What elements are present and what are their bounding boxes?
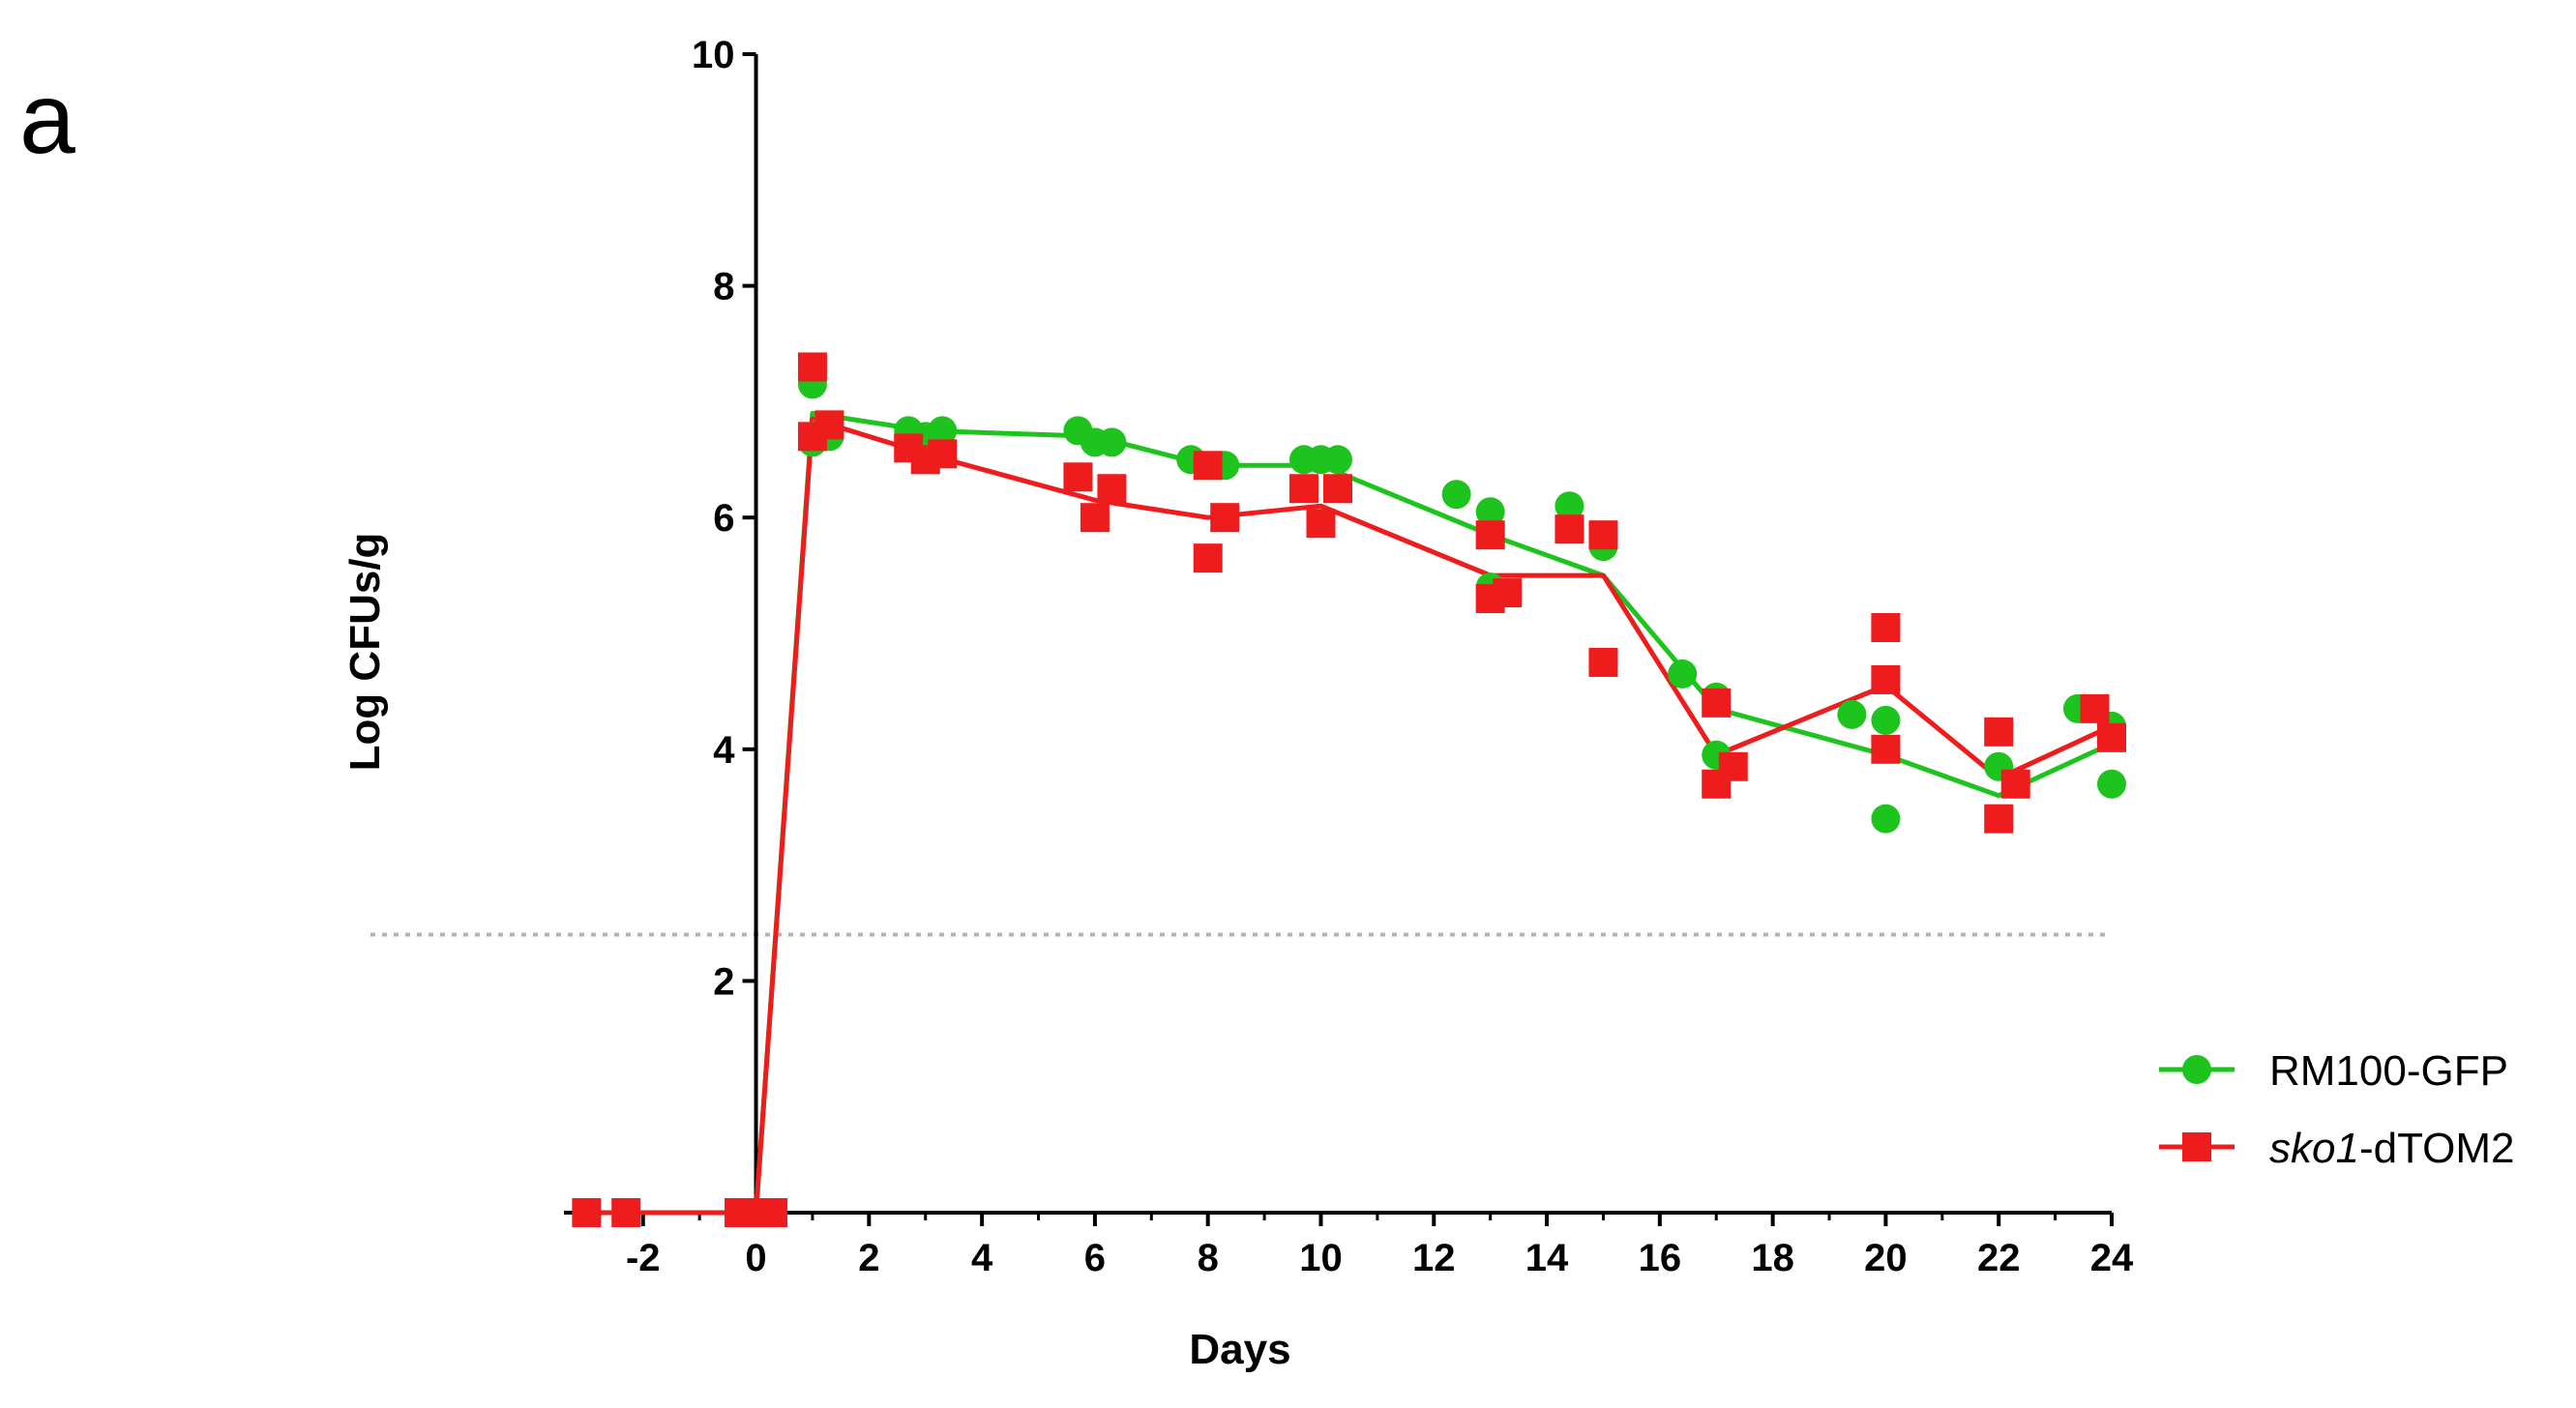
point-sko1 — [1718, 751, 1748, 781]
x-tick-label: 18 — [1751, 1237, 1794, 1279]
x-tick-label: 24 — [2090, 1237, 2134, 1279]
point-sko1 — [2097, 722, 2126, 752]
y-tick-label: 2 — [713, 960, 734, 1003]
legend-marker-rm100 — [2182, 1055, 2211, 1084]
point-sko1 — [1475, 520, 1505, 550]
point-sko1 — [1588, 647, 1618, 677]
point-sko1 — [611, 1198, 641, 1227]
point-sko1 — [1080, 503, 1110, 533]
x-tick-label: 14 — [1525, 1237, 1569, 1279]
x-axis-label: Days — [1189, 1326, 1290, 1373]
point-sko1 — [1871, 734, 1901, 764]
x-tick-label: 22 — [1977, 1237, 2021, 1279]
point-sko1 — [1702, 688, 1732, 718]
legend-label-rm100: RM100-GFP — [2269, 1047, 2508, 1095]
point-sko1 — [1288, 474, 1318, 504]
point-sko1 — [1063, 462, 1093, 492]
legend-item-sko1: sko1-dTOM2 — [2159, 1125, 2515, 1172]
point-sko1 — [1097, 474, 1127, 504]
point-rm100 — [1837, 699, 1867, 729]
point-rm100 — [1097, 427, 1127, 457]
point-sko1 — [1871, 664, 1901, 694]
panel-label: a — [19, 63, 75, 175]
legend-label-rm100-name: RM100-GFP — [2269, 1047, 2508, 1095]
point-rm100 — [2097, 769, 2126, 799]
legend-item-rm100: RM100-GFP — [2159, 1047, 2508, 1095]
x-tick-label: 10 — [1299, 1237, 1343, 1279]
point-rm100 — [1441, 480, 1471, 510]
x-tick-label: 12 — [1412, 1237, 1456, 1279]
point-rm100 — [1871, 804, 1901, 834]
point-sko1 — [1588, 520, 1618, 550]
point-sko1 — [797, 352, 827, 382]
legend: RM100-GFP sko1-dTOM2 — [2159, 1047, 2515, 1172]
x-tick-label: 6 — [1084, 1237, 1106, 1279]
x-tick-label: 2 — [858, 1237, 879, 1279]
point-sko1 — [1193, 543, 1223, 573]
point-sko1 — [1210, 503, 1240, 533]
point-sko1 — [1323, 474, 1352, 504]
x-tick-label: 20 — [1864, 1237, 1908, 1279]
point-rm100 — [1668, 659, 1698, 689]
legend-marker-sko1 — [2182, 1132, 2211, 1161]
point-sko1 — [1554, 514, 1584, 544]
point-sko1 — [928, 439, 958, 469]
legend-label-sko1: sko1-dTOM2 — [2269, 1125, 2515, 1172]
point-sko1 — [1306, 509, 1336, 539]
point-sko1 — [1984, 717, 2014, 747]
point-rm100 — [928, 416, 958, 446]
point-rm100 — [1323, 445, 1352, 475]
point-rm100 — [1871, 705, 1901, 735]
point-sko1 — [814, 410, 844, 440]
legend-label-sko1-italic: sko1 — [2269, 1125, 2359, 1172]
legend-label-sko1-rest: -dTOM2 — [2359, 1125, 2515, 1172]
point-sko1 — [2000, 769, 2030, 799]
x-tick-label: 8 — [1198, 1237, 1219, 1279]
x-tick-label: 0 — [745, 1237, 766, 1279]
y-tick-label: 6 — [713, 497, 734, 540]
point-sko1 — [1193, 451, 1223, 481]
x-tick-label: -2 — [626, 1237, 661, 1279]
point-sko1 — [1493, 578, 1523, 608]
point-sko1 — [1984, 804, 2014, 834]
y-tick-label: 10 — [692, 34, 735, 76]
point-sko1 — [2080, 693, 2110, 723]
y-tick-label: 4 — [713, 729, 735, 772]
point-rm100 — [1475, 497, 1505, 527]
axes — [564, 54, 2112, 1215]
x-tick-label: 4 — [971, 1237, 993, 1279]
point-sko1 — [572, 1198, 602, 1227]
x-tick-label: 16 — [1639, 1237, 1682, 1279]
point-rm100 — [1554, 491, 1584, 521]
series-points — [572, 352, 2126, 1227]
point-sko1 — [758, 1198, 788, 1227]
y-tick-label: 8 — [713, 266, 734, 308]
y-axis-label: Log CFUs/g — [341, 533, 389, 772]
point-sko1 — [1871, 613, 1901, 643]
